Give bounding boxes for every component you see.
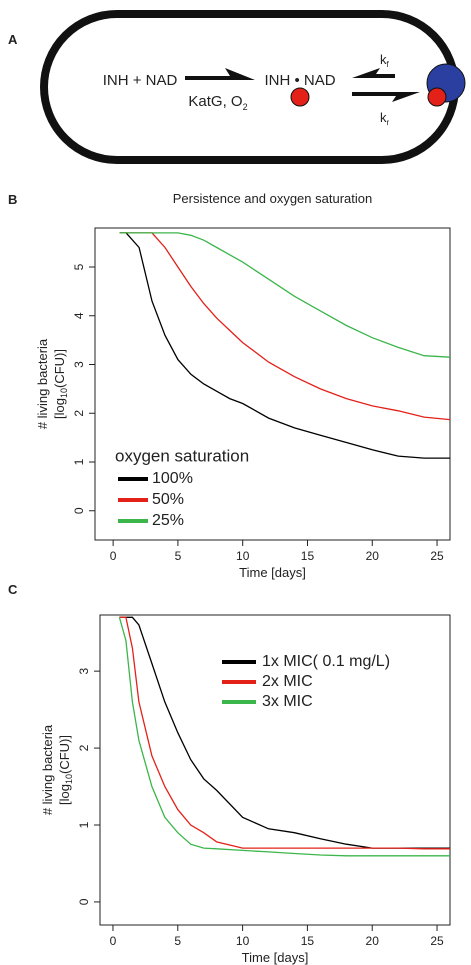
x-tick-label: 25 — [430, 549, 444, 563]
arrow-back — [352, 68, 395, 78]
y-tick-label: 1 — [72, 458, 86, 465]
chart-title: Persistence and oxygen saturation — [173, 191, 372, 206]
panel-label: A — [8, 32, 18, 47]
chart: C 0 5 10 15 20 25 0 1 2 3 Time [days] # living bacte… — [8, 582, 451, 965]
x-tick-label: 20 — [366, 934, 380, 948]
adduct: INH • NAD — [264, 72, 335, 89]
arrow-forward — [352, 92, 420, 102]
line — [119, 232, 451, 421]
y-axis-label-part: [log — [52, 398, 67, 419]
x-tick-label: 0 — [110, 934, 117, 948]
kr: kr — [380, 110, 390, 127]
line — [119, 232, 451, 358]
y-axis-label-part: (CFU)] — [52, 349, 67, 388]
legend-label: 25% — [152, 512, 184, 529]
kr-text: k — [380, 110, 387, 125]
panel-label: C — [8, 582, 18, 597]
diagram: A INH + NAD KatG, O2 INH • NAD kf kr — [8, 10, 466, 164]
y-tick-label: 4 — [72, 312, 86, 319]
y-axis-label-sub: 10 — [59, 388, 69, 398]
enzyme-sub: 2 — [243, 102, 248, 112]
legend-label: 50% — [152, 491, 184, 508]
reactants: INH + NAD — [103, 72, 178, 89]
y-tick-label: 1 — [77, 821, 91, 828]
line — [119, 616, 450, 850]
kf: kf — [380, 52, 390, 69]
kr-sub: r — [387, 118, 390, 127]
adduct-icon — [290, 87, 310, 107]
x-tick-label: 25 — [430, 934, 444, 948]
x-axis-label: Time [days] — [239, 565, 306, 580]
legend-label: 1x MIC( 0.1 mg/L) — [262, 653, 390, 670]
x-tick-label: 5 — [175, 549, 182, 563]
panel-label: B — [8, 192, 17, 207]
legend-title: oxygen saturation — [115, 446, 249, 465]
y-tick-label: 3 — [72, 361, 86, 368]
y-axis-label: [log10(CFU)] — [57, 735, 74, 805]
kf-sub: f — [387, 60, 390, 69]
y-axis-label-part: (CFU)] — [57, 735, 72, 774]
y-axis-label-sub: 10 — [64, 774, 74, 784]
y-axis-label: # living bacteria — [35, 338, 50, 429]
enzyme-text: KatG, O — [188, 93, 242, 110]
line — [119, 232, 450, 459]
x-tick-label: 5 — [174, 934, 181, 948]
y-axis-label: # living bacteria — [40, 724, 55, 815]
arrow — [185, 68, 255, 80]
y-tick-label: 0 — [77, 898, 91, 905]
bound-adduct — [427, 87, 447, 107]
y-tick-label: 2 — [77, 744, 91, 751]
x-tick-label: 0 — [110, 549, 117, 563]
y-axis-label: [log10(CFU)] — [52, 349, 69, 419]
x-tick-label: 20 — [366, 549, 380, 563]
kf-text: k — [380, 52, 387, 67]
y-axis-label-part: [log — [57, 784, 72, 805]
x-axis-label: Time [days] — [242, 950, 309, 965]
line — [119, 616, 450, 849]
legend-label: 2x MIC — [262, 673, 313, 690]
plot-frame — [99, 614, 451, 926]
plot-frame — [94, 227, 451, 541]
y-tick-label: 5 — [72, 263, 86, 270]
line — [118, 617, 450, 857]
legend-label: 3x MIC — [262, 693, 313, 710]
y-tick-label: 2 — [72, 410, 86, 417]
y-tick-label: 0 — [72, 507, 86, 514]
legend-label: 100% — [152, 470, 193, 487]
x-tick-label: 10 — [236, 934, 250, 948]
y-tick-label: 3 — [77, 667, 91, 674]
x-tick-label: 10 — [236, 549, 250, 563]
x-tick-label: 15 — [301, 549, 315, 563]
enzyme: KatG, O2 — [188, 93, 247, 112]
x-tick-label: 15 — [301, 934, 315, 948]
